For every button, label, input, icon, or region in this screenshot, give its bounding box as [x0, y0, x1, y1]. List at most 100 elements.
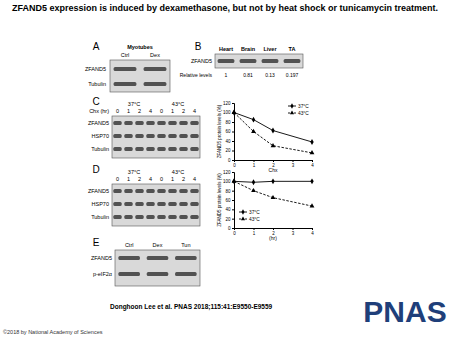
- blot-band: [114, 82, 137, 86]
- blot-band: [124, 121, 132, 125]
- legend-entry: 43°C: [298, 111, 309, 116]
- blot-band: [118, 256, 140, 260]
- blot-band: [146, 189, 154, 193]
- blot-band: [144, 82, 167, 86]
- lane-label: 0: [116, 176, 119, 182]
- line-chart: 02040608010012001234(hr)ZFAND5 protein l…: [217, 170, 314, 241]
- lane-label: 1: [127, 176, 130, 182]
- blot-band: [157, 202, 165, 206]
- row-label: HSP70: [92, 133, 109, 139]
- copyright: ©2018 by National Academy of Sciences: [3, 329, 103, 335]
- x-axis-title: Chx: [269, 167, 278, 173]
- y-tick-mark: [232, 219, 234, 220]
- row-label: Tubulin: [91, 214, 109, 220]
- y-tick: 120: [223, 101, 234, 106]
- legend-marker: [290, 111, 294, 115]
- x-tick: 0: [233, 228, 236, 236]
- lane-label: Heart: [219, 46, 233, 52]
- blot-band: [147, 256, 169, 260]
- blot-band: [168, 121, 176, 125]
- x-tick-mark: [293, 228, 294, 230]
- blot-band: [179, 121, 187, 125]
- row-label: ZFAND5: [85, 66, 106, 72]
- blot-band: [135, 147, 143, 151]
- series-marker: [251, 129, 256, 133]
- blot-band: [146, 121, 154, 125]
- y-tick-label: 20: [225, 148, 231, 153]
- blot-band: [124, 147, 132, 151]
- series-marker: [252, 117, 255, 123]
- series-line: [234, 181, 312, 206]
- legend-marker: [241, 209, 244, 214]
- y-tick-mark: [232, 200, 234, 201]
- plot-area: [232, 178, 315, 207]
- y-tick: 40: [225, 207, 234, 212]
- blot-band: [147, 272, 169, 276]
- blot-band: [179, 134, 187, 138]
- blot-band: [218, 59, 235, 63]
- blot-band: [146, 215, 154, 219]
- series-marker: [232, 110, 235, 116]
- lane-label: TA: [289, 46, 296, 52]
- row-label: ZFAND5: [91, 255, 112, 261]
- blot-band: [168, 189, 176, 193]
- blot-header: Myotubes: [127, 44, 153, 50]
- lane-label: 1: [127, 108, 130, 114]
- blot-band: [124, 134, 132, 138]
- y-tick-label: 80: [225, 189, 231, 194]
- blot-band: [179, 202, 187, 206]
- y-tick-label: 100: [223, 179, 231, 184]
- figure: AMyotubesCtrlDexZFAND5TubulinBHeartBrain…: [0, 0, 450, 338]
- x-tick: 3: [292, 160, 295, 168]
- x-tick: 1: [253, 160, 256, 168]
- y-tick: 20: [225, 217, 234, 222]
- d-blot: [112, 184, 200, 226]
- panel-label: B: [195, 41, 202, 52]
- y-axis-title: ZFAND5 protein levels (%): [217, 104, 222, 158]
- x-tick-mark: [254, 228, 255, 230]
- series-marker: [271, 195, 276, 199]
- lane-label: 0: [160, 108, 163, 114]
- series-marker: [310, 150, 315, 154]
- x-tick-mark: [312, 160, 313, 162]
- series-marker: [232, 110, 237, 114]
- y-tick-mark: [232, 103, 234, 104]
- x-tick-mark: [254, 160, 255, 162]
- plot-area: [232, 110, 315, 155]
- y-tick: 120: [223, 170, 234, 175]
- blot-band: [124, 215, 132, 219]
- legend-marker: [241, 217, 245, 221]
- y-tick-label: 60: [225, 198, 231, 203]
- relative-value: 0.13: [265, 72, 275, 78]
- blot-band: [190, 215, 198, 219]
- lane-label: 4: [193, 108, 196, 114]
- blot-band: [157, 121, 165, 125]
- blot-band: [135, 134, 143, 138]
- y-tick-mark: [232, 228, 234, 229]
- y-tick-mark: [232, 132, 234, 133]
- x-axis-title: (hr): [269, 235, 277, 241]
- figure-title: ZFAND5 expression is induced by dexameth…: [10, 3, 440, 14]
- y-tick-label: 40: [225, 139, 231, 144]
- y-tick-label: 100: [223, 110, 231, 115]
- blot-band: [124, 189, 132, 193]
- blot-band: [157, 147, 165, 151]
- panel-label: E: [93, 237, 100, 248]
- blot-band: [113, 121, 121, 125]
- lane-label: 4: [149, 176, 152, 182]
- row-label: Tubulin: [88, 81, 106, 87]
- y-axis-title: ZFAND5 protein levels (%): [217, 173, 222, 227]
- y-tick: 20: [225, 148, 234, 153]
- series-marker: [232, 179, 237, 183]
- x-tick-label: 4: [311, 231, 314, 236]
- blot-band: [135, 121, 143, 125]
- lane-label: 1: [171, 176, 174, 182]
- blot-band: [113, 189, 121, 193]
- blot-band: [284, 59, 301, 63]
- x-tick: 0: [233, 160, 236, 168]
- c-blot: [112, 116, 200, 158]
- lane-label: 2: [182, 108, 185, 114]
- y-tick-mark: [232, 122, 234, 123]
- x-tick-label: 4: [311, 163, 314, 168]
- y-tick-mark: [232, 141, 234, 142]
